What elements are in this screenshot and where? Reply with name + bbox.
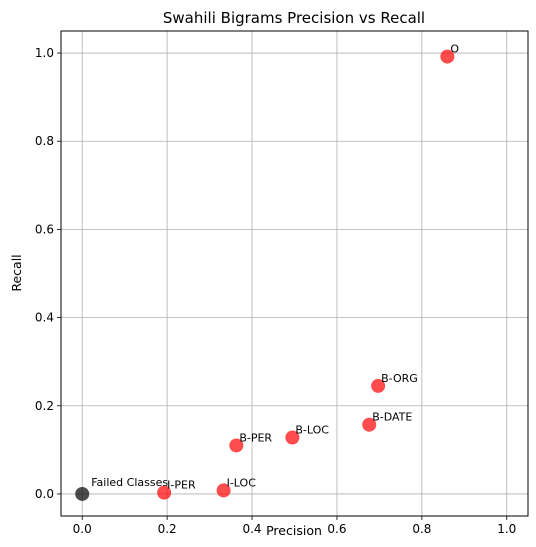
y-tick-label: 0.4 bbox=[35, 311, 54, 325]
chart-title: Swahili Bigrams Precision vs Recall bbox=[163, 9, 425, 27]
x-tick-label: 0.8 bbox=[412, 522, 431, 536]
y-tick-label: 0.8 bbox=[35, 134, 54, 148]
point-label: B-DATE bbox=[372, 411, 412, 424]
point-label: B-ORG bbox=[381, 372, 418, 385]
x-tick-label: 0.4 bbox=[242, 522, 261, 536]
data-point bbox=[362, 417, 377, 432]
data-point bbox=[75, 486, 90, 501]
x-axis-label: Precision bbox=[266, 523, 322, 538]
axis-ticks: 0.0 0.2 0.4 0.6 0.8 1.0 0.0 0.2 0.4 0.6 0.8 1.0 bbox=[35, 46, 516, 536]
point-label: I-PER bbox=[167, 479, 196, 492]
grid bbox=[61, 31, 528, 516]
y-tick-label: 0.2 bbox=[35, 399, 54, 413]
chart-title-group: Swahili Bigrams Precision vs Recall bbox=[163, 9, 425, 27]
x-tick-label: 0.6 bbox=[327, 522, 346, 536]
x-tick-label: 1.0 bbox=[497, 522, 516, 536]
y-tick-label: 0.6 bbox=[35, 222, 54, 236]
data-point bbox=[229, 438, 244, 453]
point-label: B-PER bbox=[239, 431, 272, 444]
data-point bbox=[157, 485, 172, 500]
data-point bbox=[285, 430, 300, 445]
data-point bbox=[216, 483, 231, 498]
point-label: B-LOC bbox=[295, 424, 329, 437]
x-tick-label: 0.2 bbox=[158, 522, 177, 536]
data-points bbox=[75, 49, 455, 501]
point-label: O bbox=[450, 43, 459, 56]
y-axis-label: Recall bbox=[9, 254, 24, 291]
plot-area-frame bbox=[60, 30, 529, 517]
y-tick-label: 0.0 bbox=[35, 487, 54, 501]
y-tick-label: 1.0 bbox=[35, 46, 54, 60]
data-point bbox=[371, 378, 386, 393]
point-label: Failed Classes bbox=[91, 476, 168, 489]
x-tick-label: 0.0 bbox=[73, 522, 92, 536]
point-label: I-LOC bbox=[227, 476, 257, 489]
data-point bbox=[440, 49, 455, 64]
